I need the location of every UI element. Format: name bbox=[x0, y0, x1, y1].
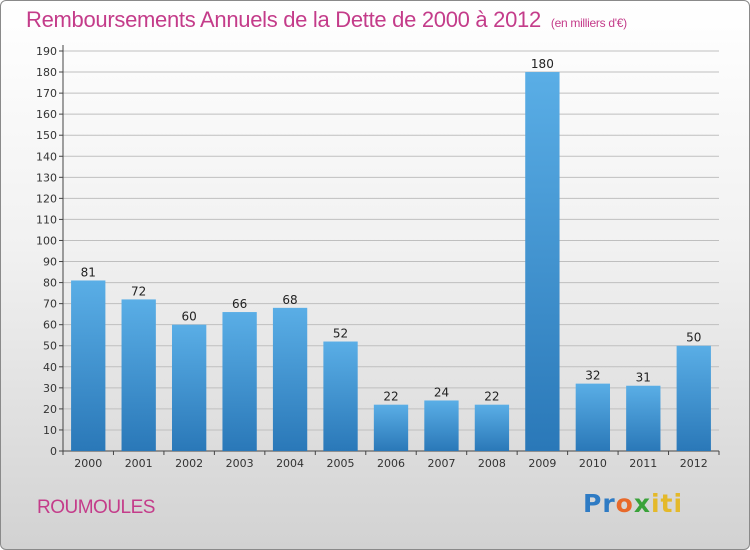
logo-part-2: o bbox=[615, 489, 634, 518]
bar-2004 bbox=[272, 307, 308, 451]
x-tick-label: 2006 bbox=[377, 457, 405, 470]
y-tick-label: 110 bbox=[36, 213, 57, 226]
chart-title: Remboursements Annuels de la Dette de 20… bbox=[26, 7, 627, 33]
y-tick-label: 20 bbox=[43, 403, 57, 416]
x-tick-label: 2005 bbox=[327, 457, 355, 470]
bar-2012 bbox=[676, 345, 711, 451]
data-label: 180 bbox=[531, 57, 554, 71]
bars bbox=[71, 72, 711, 451]
grid-lines bbox=[63, 50, 719, 431]
x-tick-label: 2002 bbox=[175, 457, 203, 470]
data-label: 24 bbox=[434, 385, 449, 399]
y-tick-label: 160 bbox=[36, 108, 57, 121]
proxiti-logo: Proxiti bbox=[583, 489, 683, 518]
bar-2002 bbox=[171, 324, 207, 451]
y-tick-label: 10 bbox=[43, 424, 57, 437]
y-tick-label: 30 bbox=[43, 382, 57, 395]
x-tick-label: 2009 bbox=[528, 457, 556, 470]
bar-2008 bbox=[474, 404, 510, 451]
chart-title-text: Remboursements Annuels de la Dette de 20… bbox=[26, 7, 541, 32]
bar-2006 bbox=[373, 404, 409, 451]
x-tick-label: 2007 bbox=[427, 457, 455, 470]
x-tick-label: 2004 bbox=[276, 457, 304, 470]
logo-part-3: x bbox=[633, 489, 651, 518]
data-label: 32 bbox=[585, 369, 600, 383]
bar-2007 bbox=[424, 400, 459, 451]
y-tick-label: 180 bbox=[36, 66, 57, 79]
y-tick-label: 120 bbox=[36, 192, 57, 205]
x-tick-label: 2011 bbox=[629, 457, 657, 470]
y-tick-label: 90 bbox=[43, 256, 57, 269]
x-tick-label: 2003 bbox=[226, 457, 254, 470]
x-tick-label: 2012 bbox=[680, 457, 708, 470]
chart-subtitle: (en milliers d'€) bbox=[550, 16, 627, 30]
labels: 0 10 20 30 40 50 60 70 80 90 100 110 120 130 140 150 160… bbox=[36, 45, 708, 470]
y-tick-label: 70 bbox=[43, 298, 57, 311]
y-tick-label: 40 bbox=[43, 361, 57, 374]
bar-2001 bbox=[121, 299, 156, 451]
bar-2010 bbox=[575, 383, 611, 451]
logo-part-1: Pr bbox=[583, 489, 616, 518]
data-label: 22 bbox=[383, 390, 398, 404]
bar-2000 bbox=[71, 280, 106, 451]
logo-part-4: iti bbox=[650, 489, 684, 518]
y-tick-label: 150 bbox=[36, 129, 57, 142]
bar-2003 bbox=[222, 312, 257, 451]
x-tick-label: 2000 bbox=[74, 457, 102, 470]
x-tick-label: 2008 bbox=[478, 457, 506, 470]
y-tick-label: 140 bbox=[36, 150, 57, 163]
x-tick-label: 2001 bbox=[125, 457, 153, 470]
y-tick-label: 100 bbox=[36, 234, 57, 247]
data-label: 72 bbox=[131, 284, 146, 298]
y-tick-label: 130 bbox=[36, 171, 57, 184]
y-tick-label: 0 bbox=[50, 445, 57, 458]
bar-2011 bbox=[626, 385, 661, 451]
y-tick-label: 80 bbox=[43, 277, 57, 290]
commune-name: ROUMOULES bbox=[37, 497, 155, 518]
data-label: 60 bbox=[182, 310, 197, 324]
data-label: 68 bbox=[282, 293, 297, 307]
bar-2005 bbox=[323, 341, 358, 451]
y-tick-label: 50 bbox=[43, 340, 57, 353]
data-label: 22 bbox=[484, 390, 499, 404]
data-label: 66 bbox=[232, 297, 247, 311]
data-label: 31 bbox=[636, 371, 651, 385]
data-label: 81 bbox=[81, 265, 96, 279]
y-tick-label: 190 bbox=[36, 45, 57, 58]
bar-2009 bbox=[525, 72, 560, 451]
y-tick-label: 60 bbox=[43, 319, 57, 332]
y-tick-label: 170 bbox=[36, 87, 57, 100]
data-label: 50 bbox=[686, 331, 701, 345]
x-tick-label: 2010 bbox=[579, 457, 607, 470]
data-label: 52 bbox=[333, 327, 348, 341]
